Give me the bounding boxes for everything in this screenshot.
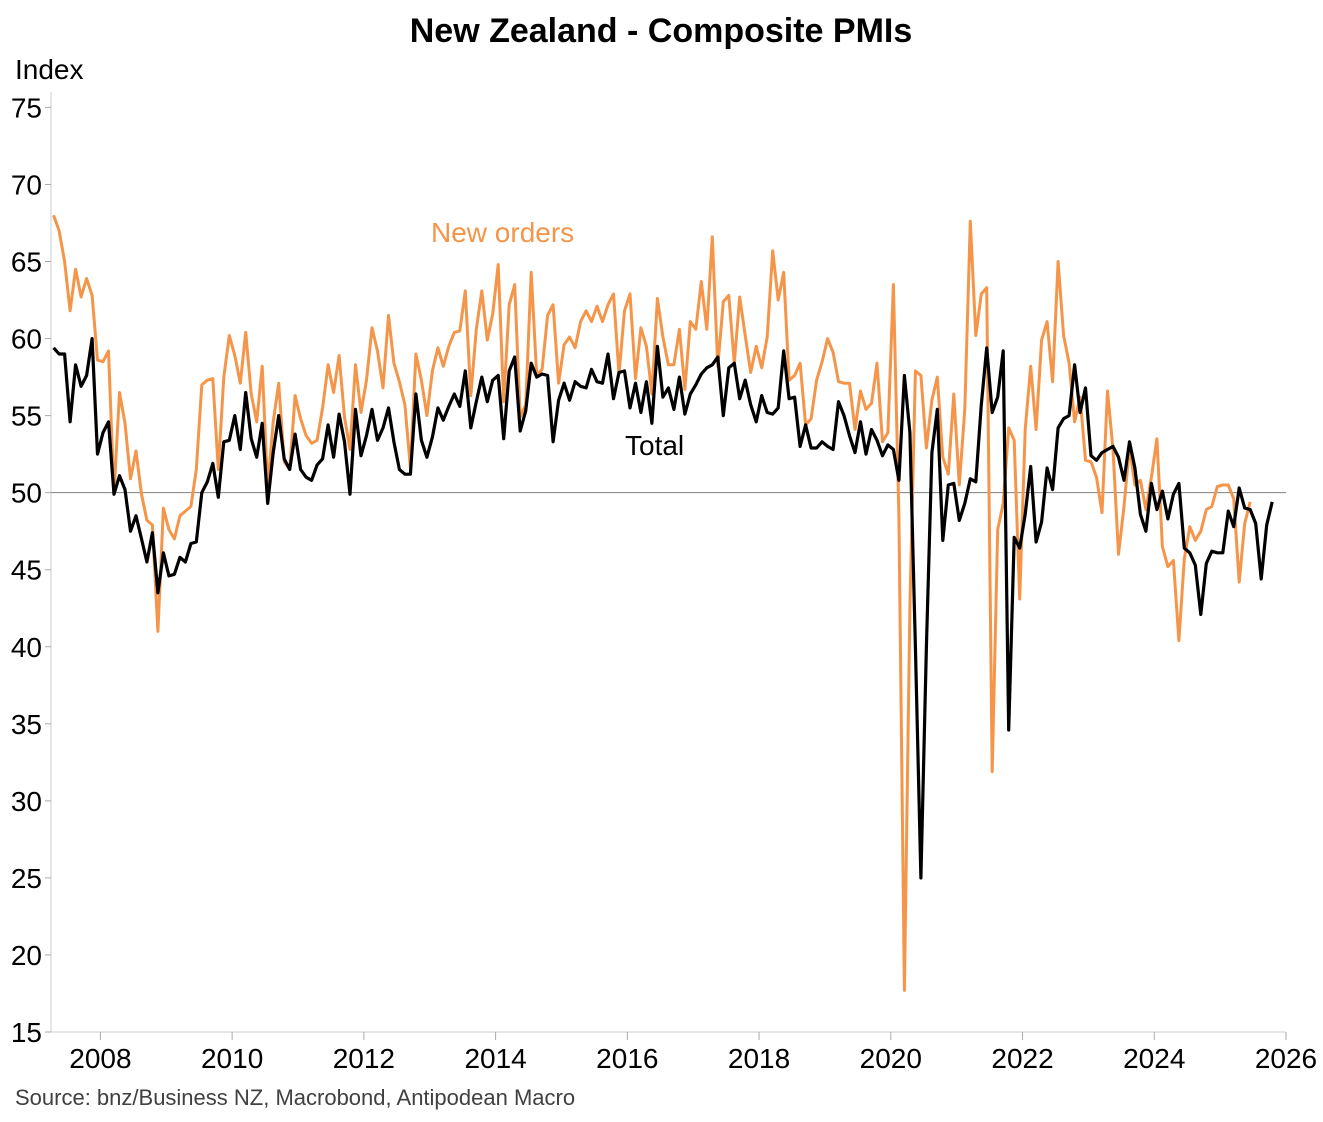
- label-total: Total: [625, 430, 684, 461]
- y-tick-label: 75: [11, 92, 42, 123]
- x-tick-label: 2008: [69, 1043, 131, 1074]
- y-tick-label: 45: [11, 555, 42, 586]
- y-tick-label: 20: [11, 940, 42, 971]
- x-tick-label: 2016: [596, 1043, 658, 1074]
- y-tick-label: 70: [11, 169, 42, 200]
- source-note: Source: bnz/Business NZ, Macrobond, Anti…: [15, 1085, 575, 1110]
- x-tick-label: 2010: [201, 1043, 263, 1074]
- x-tick-label: 2024: [1123, 1043, 1185, 1074]
- y-tick-label: 15: [11, 1017, 42, 1048]
- y-tick-label: 25: [11, 863, 42, 894]
- series-layer: [52, 214, 1274, 992]
- y-tick-label: 40: [11, 632, 42, 663]
- y-tick-label: 60: [11, 324, 42, 355]
- series-line-total: [52, 337, 1274, 880]
- y-tick-label: 35: [11, 709, 42, 740]
- y-axis-label: Index: [15, 54, 84, 85]
- label-new-orders: New orders: [431, 217, 574, 248]
- series-line-new-orders: [52, 214, 1252, 992]
- y-tick-label: 30: [11, 786, 42, 817]
- x-tick-label: 2018: [728, 1043, 790, 1074]
- x-tick-label: 2020: [860, 1043, 922, 1074]
- y-tick-label: 65: [11, 247, 42, 278]
- x-tick-label: 2022: [991, 1043, 1053, 1074]
- y-tick-label: 55: [11, 401, 42, 432]
- axes: 15 20 25 30 35 40 45 50 55 60 65 70 75 2008 2010 2012 20…: [11, 92, 1317, 1074]
- x-tick-label: 2014: [464, 1043, 526, 1074]
- x-tick-label: 2026: [1255, 1043, 1317, 1074]
- y-tick-label: 50: [11, 478, 42, 509]
- chart-title: New Zealand - Composite PMIs: [410, 12, 913, 50]
- x-tick-label: 2012: [333, 1043, 395, 1074]
